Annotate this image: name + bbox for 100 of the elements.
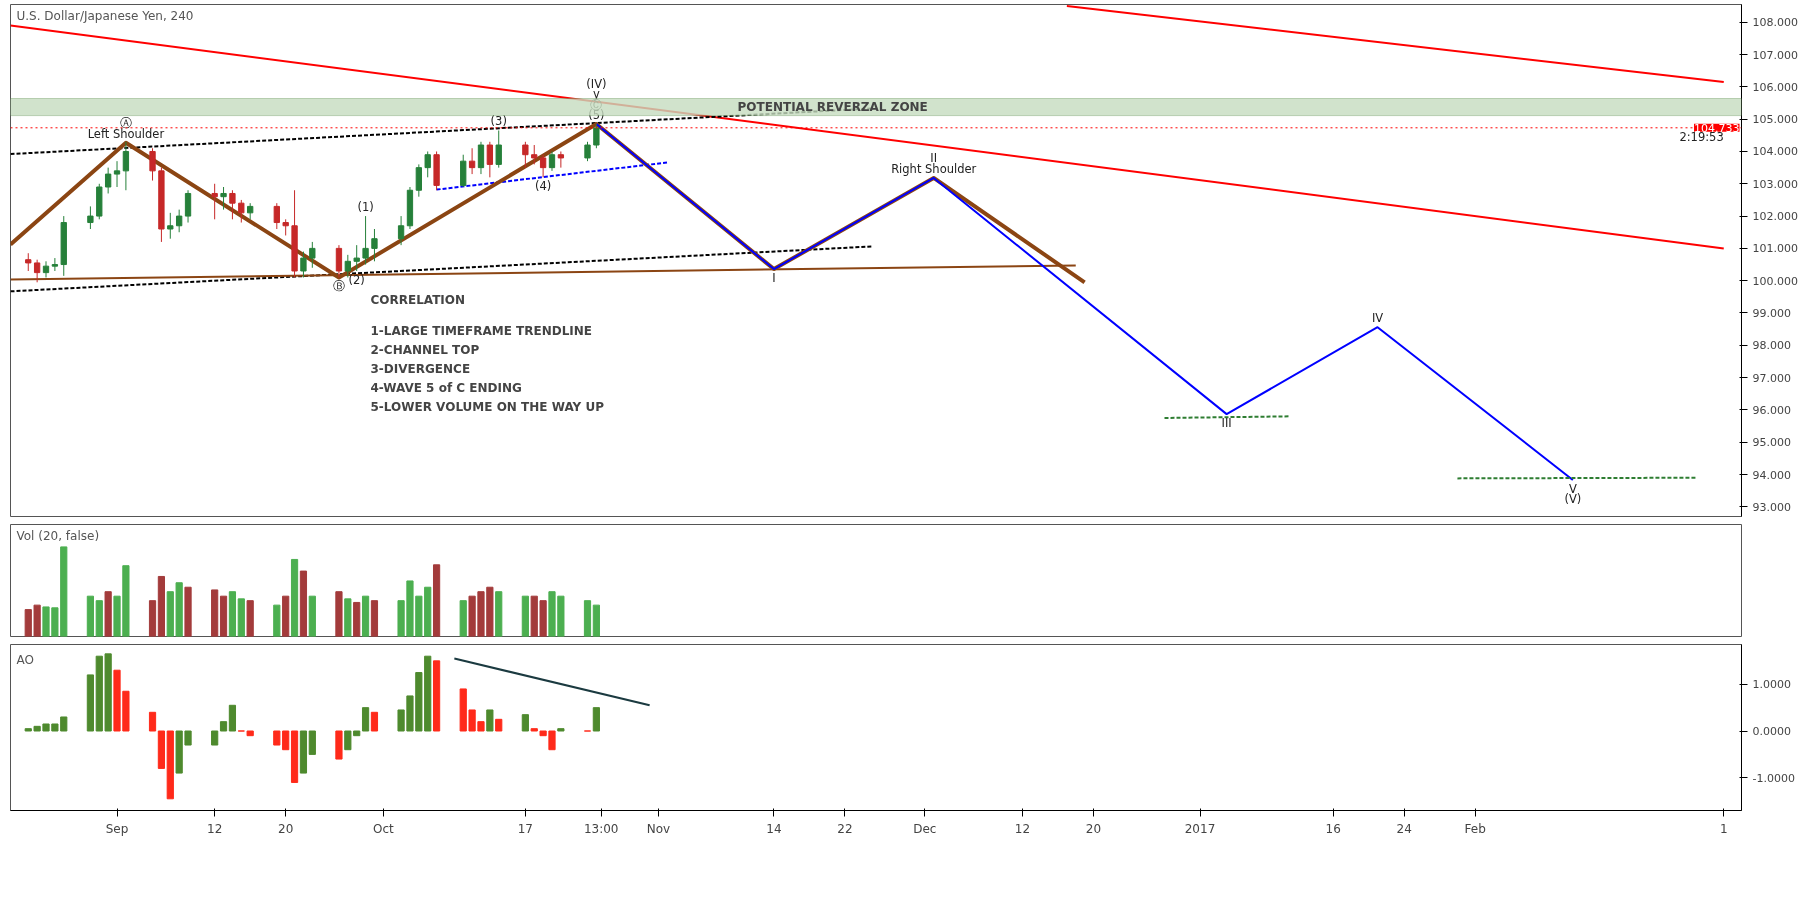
- bar: [344, 598, 352, 637]
- candlestick: [584, 141, 591, 162]
- candlestick: [495, 129, 502, 169]
- candlestick: [353, 244, 360, 272]
- annotation: CORRELATION: [370, 292, 466, 307]
- bar: [335, 730, 343, 760]
- candlestick: [335, 244, 343, 278]
- candlestick: [42, 260, 50, 278]
- candlestick: [184, 189, 192, 224]
- candlestick: [371, 228, 378, 262]
- candlestick: [522, 141, 529, 169]
- bar: [95, 600, 103, 637]
- x-tick-label: Nov: [646, 821, 671, 836]
- x-tick-label: Sep: [105, 821, 129, 836]
- candlestick: [397, 215, 405, 246]
- candlestick: [104, 167, 112, 194]
- candlestick: [176, 209, 183, 233]
- annotation: (4): [534, 179, 552, 194]
- candlestick: [220, 186, 227, 211]
- x-tick-label: Dec: [913, 821, 937, 836]
- annotation: (V): [1564, 492, 1582, 507]
- y-tick-label: 99.000: [1752, 306, 1791, 320]
- x-tick-label: 2017: [1184, 821, 1216, 836]
- y-tick-label: 96.000: [1752, 403, 1791, 417]
- y-tick-label: 104.000: [1752, 145, 1798, 159]
- bar: [228, 591, 237, 637]
- annotation: 2-CHANNEL TOP: [370, 342, 480, 357]
- chart-title: Vol (20, false): [16, 528, 100, 543]
- x-tick-label: 22: [837, 821, 853, 836]
- bar: [432, 564, 441, 637]
- bar: [486, 709, 494, 732]
- bar: [211, 730, 219, 746]
- x-tick-label: 20: [1085, 821, 1102, 836]
- bar: [299, 570, 308, 637]
- y-tick-label: 93.000: [1752, 500, 1791, 514]
- bar: [228, 704, 237, 732]
- x-tick-label: 24: [1396, 821, 1412, 836]
- candlestick: [167, 212, 174, 240]
- y-tick-label: 105.000: [1752, 113, 1798, 127]
- y-tick-label: 102.000: [1752, 210, 1798, 224]
- candlestick: [539, 154, 547, 178]
- annotation: 3-DIVERGENCE: [370, 361, 471, 376]
- bar: [361, 595, 370, 637]
- y-tick-label: 94.000: [1752, 468, 1791, 482]
- chart-title: U.S. Dollar/Japanese Yen, 240: [16, 8, 194, 23]
- bar: [335, 591, 343, 637]
- bar: [583, 600, 592, 637]
- bar: [86, 595, 94, 637]
- candlestick: [362, 215, 369, 266]
- bar: [290, 558, 299, 637]
- candlestick: [548, 150, 556, 172]
- bar: [148, 600, 157, 637]
- bar: [282, 595, 290, 637]
- y-tick-label: 98.000: [1752, 339, 1791, 353]
- annotation: III: [1221, 416, 1232, 431]
- bar: [246, 730, 254, 737]
- annotation: IV: [1371, 311, 1384, 326]
- candlestick: [531, 144, 538, 165]
- band-label: POTENTIAL REVERZAL ZONE: [737, 100, 928, 115]
- annotation: Ⓑ: [332, 279, 345, 294]
- y-tick-label: -1.0000: [1752, 771, 1795, 785]
- bar: [157, 730, 166, 769]
- candlestick: [415, 163, 422, 198]
- x-tick-label: 1: [1719, 821, 1728, 836]
- bar: [495, 718, 503, 732]
- bar: [308, 595, 316, 637]
- bar: [290, 730, 299, 783]
- bar: [219, 721, 228, 732]
- x-tick-label: 12: [207, 821, 223, 836]
- bar: [459, 600, 467, 637]
- candlestick: [113, 160, 121, 188]
- y-tick-label: 103.000: [1752, 177, 1798, 191]
- bar: [157, 575, 166, 637]
- text: AO: [16, 652, 34, 667]
- x-tick-label: 13:00: [583, 821, 619, 836]
- bar: [237, 598, 245, 637]
- candlestick: [33, 259, 41, 283]
- candlestick: [424, 150, 431, 178]
- y-tick-label: 1.0000: [1752, 678, 1791, 692]
- x-tick-label: Oct: [372, 821, 394, 836]
- x-tick-label: Feb: [1464, 821, 1486, 836]
- candlestick: [309, 241, 316, 269]
- annotation: (3): [490, 114, 507, 129]
- candlestick: [593, 123, 600, 149]
- candlestick: [51, 257, 59, 272]
- y-tick-label: 106.000: [1752, 80, 1798, 94]
- bar: [211, 589, 219, 637]
- y-tick-label: 100.000: [1752, 274, 1798, 288]
- candlestick: [122, 141, 130, 191]
- bar: [495, 591, 503, 637]
- annotation: I: [772, 271, 776, 286]
- bar: [86, 674, 94, 732]
- y-tick-label: 108.000: [1752, 16, 1798, 30]
- bar: [592, 707, 600, 732]
- candlestick: [344, 254, 351, 278]
- annotation: 1-LARGE TIMEFRAME TRENDLINE: [370, 323, 593, 338]
- candlestick: [468, 147, 476, 175]
- bar: [592, 604, 600, 637]
- candlestick: [486, 141, 494, 178]
- bar: [521, 595, 529, 637]
